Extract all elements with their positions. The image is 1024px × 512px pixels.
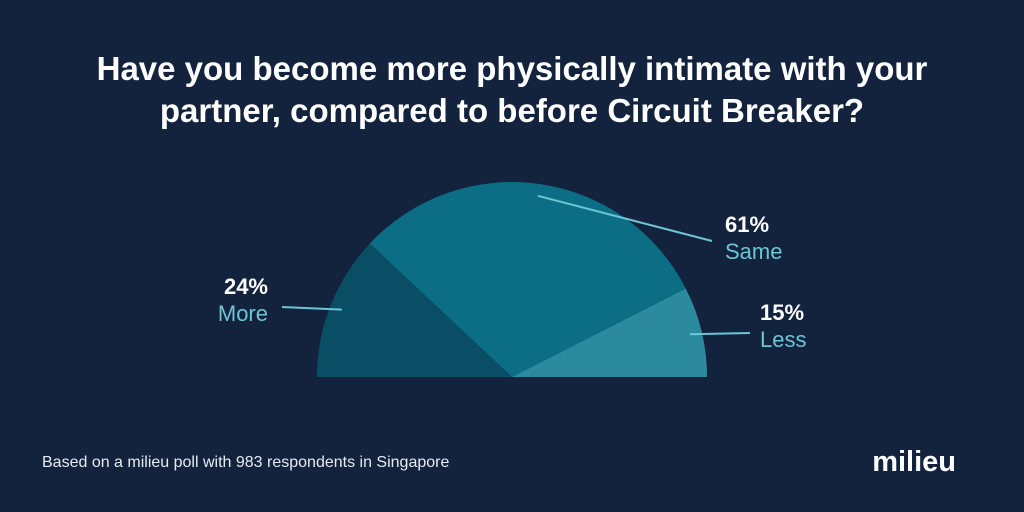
milieu-logo: milieu <box>872 446 956 478</box>
value-label-more: 24% <box>224 274 268 299</box>
title-line-1: Have you become more physically intimate… <box>96 50 928 87</box>
leader-line-more <box>281 306 342 311</box>
category-label-less: Less <box>760 327 806 352</box>
category-label-same: Same <box>725 239 782 264</box>
slice-more <box>317 243 512 377</box>
leader-line-less <box>689 332 751 336</box>
slice-same <box>369 182 686 377</box>
title-line-2: partner, compared to before Circuit Brea… <box>159 92 865 129</box>
category-label-more: More <box>218 301 268 326</box>
value-label-less: 15% <box>760 300 804 325</box>
value-label-same: 61% <box>725 212 769 237</box>
leader-line-same <box>537 194 713 242</box>
footer-note: Based on a milieu poll with 983 responde… <box>42 454 450 471</box>
chart-title: Have you become more physically intimate… <box>0 48 1024 132</box>
slice-less <box>512 288 707 377</box>
